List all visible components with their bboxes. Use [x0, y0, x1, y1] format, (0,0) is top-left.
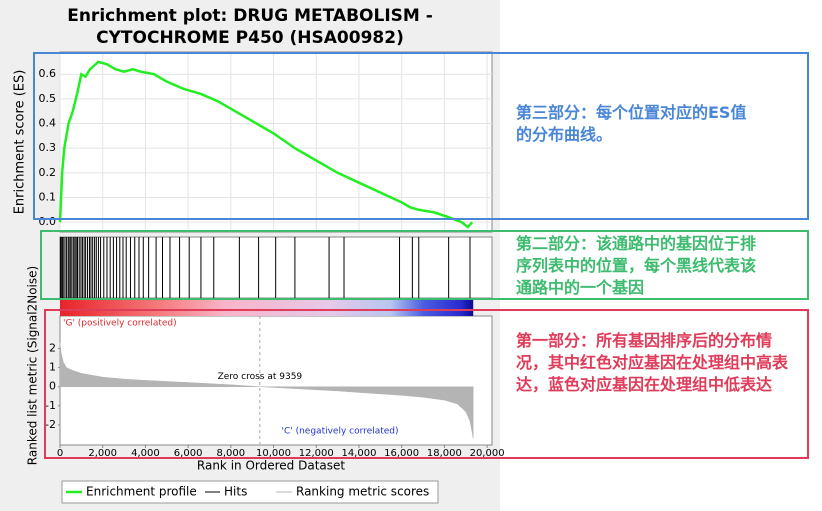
- y-tick-label: -2: [45, 418, 56, 431]
- es-line: [58, 60, 474, 229]
- y-tick-label: -1: [45, 399, 56, 412]
- y-tick-label: 0.5: [39, 92, 57, 105]
- note-box: [44, 309, 809, 459]
- x-tick-label: 6,000: [174, 448, 203, 459]
- x-tick-label: 14,000: [341, 448, 376, 459]
- x-axis-label: Rank in Ordered Dataset: [197, 459, 345, 473]
- x-tick-label: 16,000: [384, 448, 419, 459]
- legend-label: Ranking metric scores: [296, 485, 429, 499]
- x-tick-label: 18,000: [427, 448, 462, 459]
- x-tick-label: 0: [57, 448, 63, 459]
- x-tick-label: 8,000: [217, 448, 246, 459]
- annotation: 'C' (negatively correlated): [282, 427, 399, 437]
- color-bar: [60, 298, 474, 316]
- note-text: 第一部分：所有基因排序后的分布情况，其中红色对应基因在处理组中高表达，蓝色对应基…: [516, 331, 789, 394]
- x-tick-label: 2,000: [88, 448, 117, 459]
- legend-box: [61, 480, 439, 504]
- note-text: 第二部分：该通路中的基因位于排序列表中的位置，每个黑线代表该通路中的一个基因: [516, 234, 757, 297]
- y-tick-label: 0.4: [39, 117, 57, 130]
- x-tick-label: 4,000: [131, 448, 160, 459]
- y-tick-label: 0: [49, 380, 56, 393]
- annotation: 'G' (positively correlated): [63, 319, 177, 329]
- y-tick-label: 1: [49, 361, 56, 374]
- x-tick-label: 20,000: [470, 448, 505, 459]
- note-box: [40, 230, 809, 300]
- metric-area: [59, 342, 474, 439]
- legend-label: Enrichment profile: [86, 485, 197, 499]
- y-tick-label: 0.6: [39, 67, 57, 80]
- x-tick-label: 12,000: [299, 448, 334, 459]
- note-text: 第三部分：每个位置对应的ES值的分布曲线。: [516, 103, 747, 144]
- annotation: Zero cross at 9359: [218, 372, 303, 382]
- x-tick-label: 10,000: [256, 448, 291, 459]
- y-tick-label: 0.3: [39, 141, 57, 154]
- y-axis-label: Enrichment score (ES): [13, 70, 28, 215]
- y-tick-label: 0.1: [39, 190, 57, 203]
- plot-area: [59, 51, 493, 233]
- legend-label: Hits: [224, 485, 247, 499]
- y-axis-label: Ranked list metric (Signal2Noise): [26, 266, 40, 465]
- chart-title: Enrichment plot: DRUG METABOLISM - CYTOC…: [67, 6, 433, 48]
- y-tick-label: 0.2: [39, 166, 57, 179]
- note-box: [33, 52, 809, 220]
- y-tick-label: 2: [49, 341, 56, 354]
